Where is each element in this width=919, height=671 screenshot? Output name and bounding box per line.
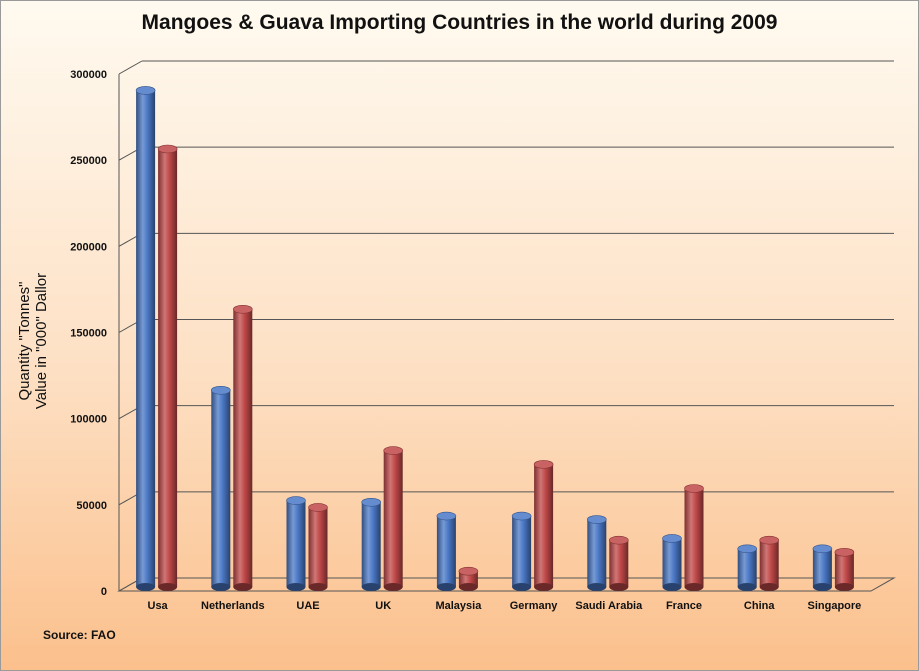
x-tick-label: Usa: [148, 600, 169, 612]
y-tick-label: 100000: [70, 414, 107, 426]
bar-base: [308, 583, 328, 591]
bar-top: [157, 144, 178, 154]
bar-base: [684, 583, 704, 591]
bar-base: [737, 583, 757, 591]
bar: [136, 90, 156, 588]
bar-top: [211, 385, 231, 395]
bar-top: [834, 547, 855, 557]
bar: [662, 538, 682, 587]
bar-top: [662, 534, 682, 543]
bar-base: [662, 583, 682, 591]
x-tick-label: Germany: [510, 600, 559, 612]
bar: [383, 450, 403, 587]
bar-top: [383, 446, 404, 455]
bar-base: [512, 583, 532, 591]
bar-base: [834, 583, 854, 591]
bar-base: [609, 583, 629, 591]
bar-top: [361, 497, 382, 507]
bar: [534, 464, 554, 587]
gridline-diagonal: [118, 60, 143, 75]
y-tick-label: 50000: [76, 500, 107, 512]
source-note: Source: FAO: [43, 628, 116, 642]
bar-top: [533, 460, 554, 469]
y-tick-label: 150000: [70, 328, 107, 340]
bar: [684, 488, 704, 587]
x-tick-label: China: [744, 600, 775, 612]
bar: [759, 540, 779, 587]
bar-top: [308, 503, 328, 512]
bar-base: [383, 583, 403, 591]
bar-base: [812, 583, 832, 591]
bar-top: [586, 515, 607, 524]
bar-top: [233, 304, 253, 314]
bar: [587, 519, 607, 587]
bar-base: [458, 583, 478, 591]
bar-top: [135, 86, 156, 95]
bar: [737, 548, 757, 587]
bar-base: [158, 583, 178, 591]
bar-top: [286, 496, 306, 505]
bar-top: [608, 535, 629, 545]
bar-base: [436, 583, 456, 591]
bar: [361, 502, 381, 587]
bar-top: [511, 511, 532, 521]
x-tick-label: UK: [375, 600, 391, 612]
bar-base: [286, 583, 306, 591]
bar: [233, 309, 253, 587]
bar-top: [436, 511, 457, 521]
bar-base: [587, 583, 607, 591]
bar: [158, 148, 178, 587]
bar-base: [233, 583, 253, 591]
x-tick-label: Netherlands: [201, 600, 265, 612]
bar: [458, 571, 478, 587]
bar-top: [812, 544, 833, 554]
bar: [609, 540, 629, 587]
x-tick-label: Singapore: [808, 600, 862, 612]
x-tick-label: Saudi Arabia: [575, 600, 643, 612]
bar: [308, 507, 328, 587]
bar-top: [458, 566, 479, 576]
bar: [834, 552, 854, 587]
x-tick-label: France: [666, 600, 702, 612]
y-tick-label: 0: [101, 586, 107, 598]
bar: [512, 516, 532, 587]
x-tick-label: Malaysia: [435, 600, 482, 612]
chart-title: Mangoes & Guava Importing Countries in t…: [141, 11, 778, 34]
bar: [436, 516, 456, 587]
bar-top: [737, 544, 758, 554]
bar-base: [361, 583, 381, 591]
bar-base: [211, 583, 231, 591]
bar-top: [684, 484, 704, 493]
bar-top: [759, 535, 780, 545]
y-tick-label: 300000: [70, 69, 107, 81]
bar: [812, 548, 832, 587]
bar: [286, 500, 306, 587]
y-tick-label: 250000: [70, 155, 107, 167]
bar-base: [136, 583, 156, 591]
bar-base: [534, 583, 554, 591]
y-tick-label: 200000: [70, 241, 107, 253]
bar-base: [759, 583, 779, 591]
x-tick-label: UAE: [296, 600, 319, 612]
bar: [211, 390, 231, 587]
